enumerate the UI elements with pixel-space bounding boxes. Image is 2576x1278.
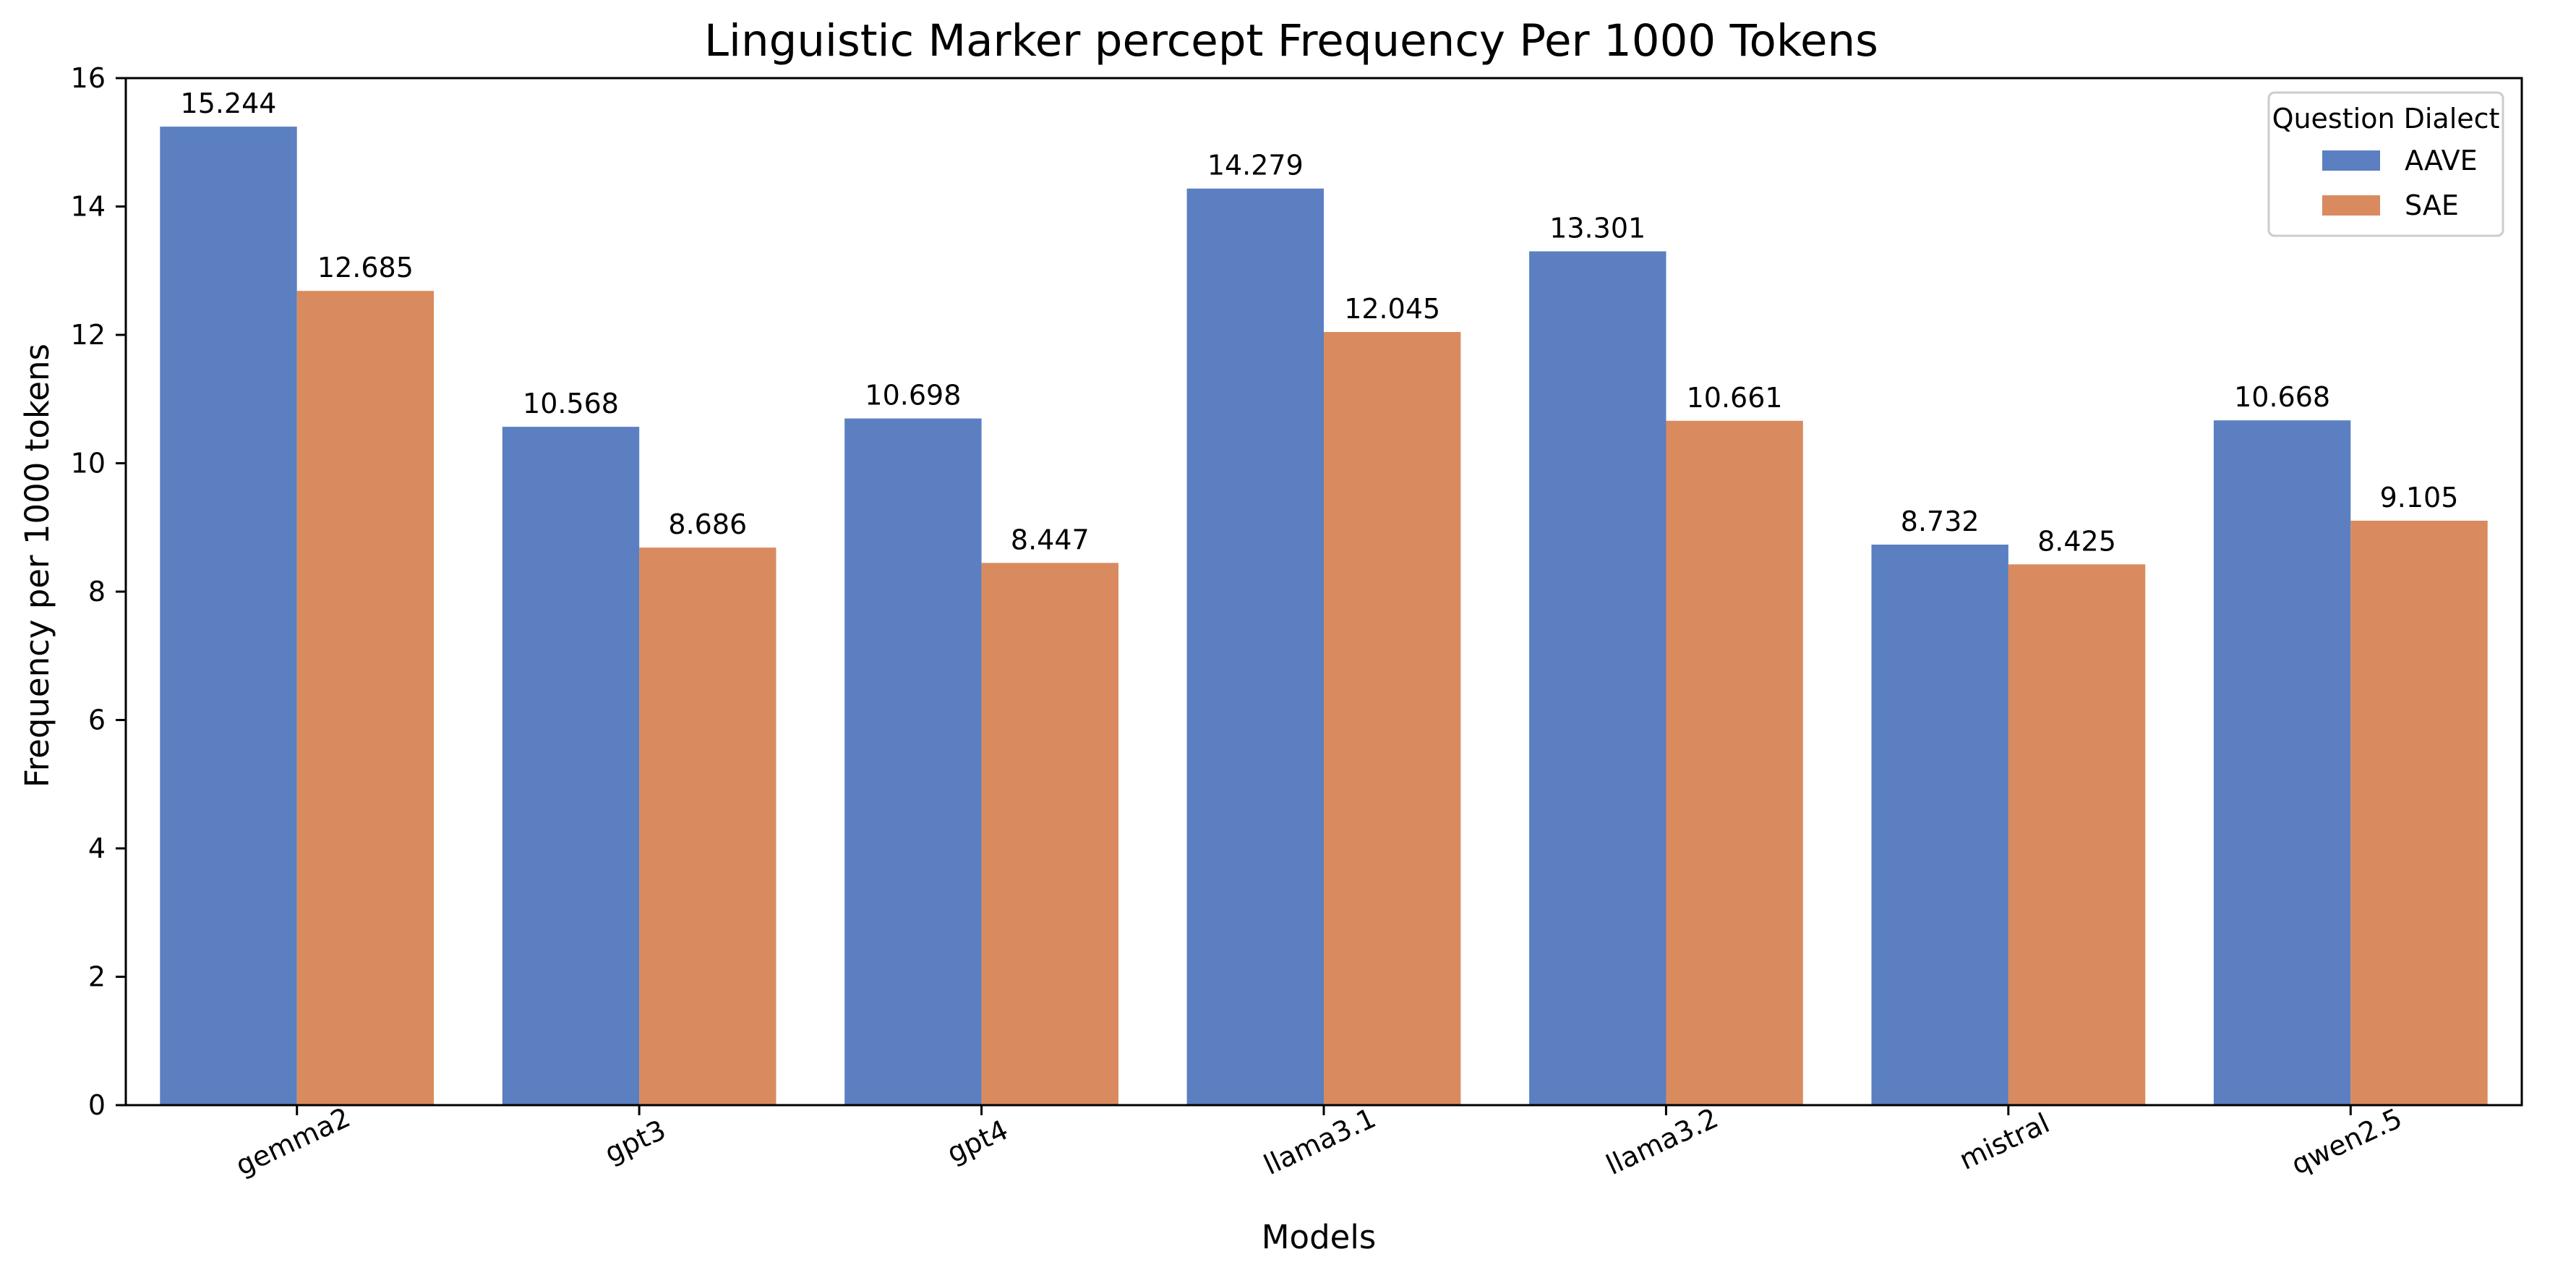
bar-label-aave-gpt4: 10.698 — [865, 380, 961, 412]
bar-label-aave-llama3-2: 13.301 — [1549, 213, 1646, 244]
bar-sae-llama3-1 — [1324, 332, 1461, 1105]
legend-entries: AAVE SAE — [2322, 145, 2478, 221]
legend-label-aave: AAVE — [2405, 145, 2478, 176]
bar-aave-llama3-2 — [1529, 251, 1666, 1105]
x-tick-label-gemma2: gemma2 — [231, 1102, 355, 1182]
y-tick-label: 16 — [71, 62, 106, 94]
legend-swatch-sae — [2322, 195, 2380, 216]
y-tick-label: 8 — [88, 576, 106, 608]
bar-labels-group: 15.244 10.568 10.698 14.279 13.301 8.732 10.66… — [181, 88, 2459, 557]
legend: Question Dialect AAVE SAE — [2267, 91, 2504, 237]
bar-aave-llama3-1 — [1186, 188, 1324, 1106]
bar-sae-gpt4 — [981, 563, 1118, 1105]
chart-title: Linguistic Marker percept Frequency Per … — [704, 15, 1878, 67]
bar-label-aave-gpt3: 10.568 — [523, 388, 619, 419]
x-tick-label-llama3-2: llama3.2 — [1601, 1102, 1723, 1181]
bars-group — [160, 127, 2488, 1106]
bar-label-aave-llama3-1: 14.279 — [1207, 150, 1304, 182]
y-tick-label: 0 — [88, 1089, 106, 1121]
y-axis-ticks: 0 2 4 6 8 10 12 14 16 — [71, 62, 126, 1121]
bar-aave-mistral — [1871, 545, 2008, 1105]
bar-sae-llama3-2 — [1666, 420, 1803, 1105]
y-tick-label: 10 — [71, 448, 106, 480]
x-tick-label-gpt3: gpt3 — [600, 1114, 671, 1170]
x-tick-label-mistral: mistral — [1954, 1107, 2054, 1176]
y-tick-label: 2 — [88, 961, 106, 993]
bar-label-aave-qwen2-5: 10.668 — [2234, 381, 2330, 413]
bar-sae-qwen2-5 — [2350, 520, 2488, 1105]
x-tick-label-qwen2-5: qwen2.5 — [2287, 1102, 2407, 1181]
bar-label-sae-mistral: 8.425 — [2037, 525, 2116, 557]
y-tick-label: 4 — [88, 832, 106, 864]
y-axis-label: Frequency per 1000 tokens — [18, 344, 56, 788]
x-axis-ticks: gemma2 gpt3 gpt4 llama3.1 llama3.2 mistral qwe… — [231, 1102, 2407, 1182]
bar-aave-gemma2 — [160, 127, 297, 1106]
bar-label-sae-gpt3: 8.686 — [668, 508, 747, 540]
y-tick-label: 6 — [88, 704, 106, 736]
bar-sae-gemma2 — [296, 291, 435, 1106]
y-tick-label: 14 — [71, 191, 106, 223]
x-axis-label: Models — [1262, 1218, 1377, 1256]
bar-label-sae-llama3-1: 12.045 — [1344, 293, 1440, 325]
bar-label-aave-mistral: 8.732 — [1901, 506, 1980, 537]
legend-label-sae: SAE — [2405, 189, 2459, 221]
bar-label-sae-llama3-2: 10.661 — [1687, 382, 1783, 414]
y-tick-label: 12 — [71, 319, 106, 351]
bar-aave-gpt4 — [844, 418, 982, 1105]
bar-sae-gpt3 — [639, 548, 776, 1105]
plot-frame — [124, 77, 2523, 1107]
legend-swatch-aave — [2322, 150, 2380, 171]
bar-label-sae-gpt4: 8.447 — [1011, 524, 1090, 555]
bar-label-sae-gemma2: 12.685 — [317, 252, 414, 284]
x-tick-label-gpt4: gpt4 — [942, 1114, 1013, 1170]
bar-sae-mistral — [2008, 564, 2146, 1105]
legend-title: Question Dialect — [2272, 103, 2500, 135]
x-tick-label-llama3-1: llama3.1 — [1259, 1102, 1380, 1181]
bar-aave-gpt3 — [502, 427, 640, 1105]
bar-label-aave-gemma2: 15.244 — [181, 88, 277, 119]
bar-label-sae-qwen2-5: 9.105 — [2380, 482, 2459, 514]
bar-aave-qwen2-5 — [2213, 420, 2351, 1105]
